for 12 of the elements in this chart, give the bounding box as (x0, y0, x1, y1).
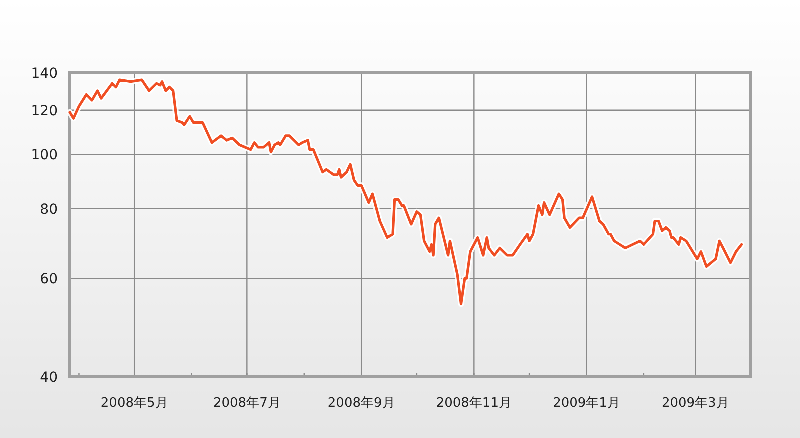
y-tick-label: 80 (40, 202, 58, 218)
y-tick-label: 120 (31, 103, 58, 120)
x-tick-label: 2009年3月 (662, 396, 730, 411)
y-tick-label: 40 (40, 370, 58, 386)
x-tick-label: 2008年5月 (100, 396, 168, 411)
x-tick-label: 2008年7月 (213, 396, 281, 411)
y-tick-label: 60 (40, 272, 58, 288)
y-tick-label: 140 (31, 66, 58, 82)
y-tick-label: 100 (31, 148, 58, 164)
x-tick-label: 2009年1月 (553, 396, 620, 411)
x-tick-label: 2008年9月 (328, 396, 396, 411)
x-tick-label: 2008年11月 (436, 396, 512, 411)
